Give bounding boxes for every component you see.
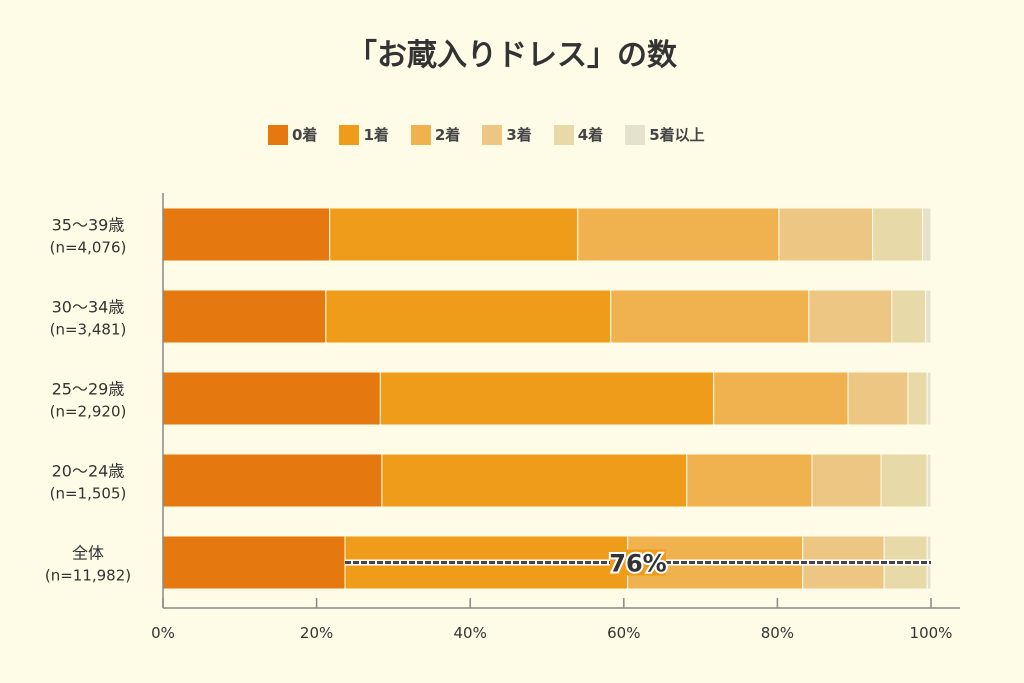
x-tick-label: 80% <box>761 624 794 642</box>
legend-item: 3着 <box>482 124 532 145</box>
legend-item: 0着 <box>268 124 317 145</box>
legend-label: 2着 <box>434 126 461 144</box>
bar-segment <box>926 453 932 508</box>
bar-segment <box>925 289 932 344</box>
bar-segment <box>872 207 924 262</box>
legend-swatch <box>625 124 646 145</box>
legend-swatch <box>268 124 288 145</box>
annotation-label: 76% <box>609 550 666 578</box>
category-label: 30〜34歳 <box>52 298 125 317</box>
category-n: (n=11,982) <box>45 567 131 585</box>
legend-label: 1着 <box>363 126 389 144</box>
legend-swatch <box>482 124 503 145</box>
category-n: (n=4,076) <box>50 239 127 257</box>
legend-label: 3着 <box>506 126 532 144</box>
bar-segment <box>922 207 932 262</box>
x-tick-label: 40% <box>454 624 487 642</box>
category-label: 35〜39歳 <box>52 216 125 235</box>
legend-swatch <box>410 124 431 145</box>
legend-item: 4着 <box>553 124 604 145</box>
legend-item: 1着 <box>339 124 389 145</box>
category-n: (n=3,481) <box>50 321 127 339</box>
bar-segment <box>162 535 346 590</box>
bar-segment <box>381 453 688 508</box>
bar-segment <box>329 207 579 262</box>
bar-segment <box>808 289 893 344</box>
bar-segment <box>379 371 715 426</box>
legend-item: 5着以上 <box>625 124 705 145</box>
bar-segment <box>907 371 928 426</box>
category-label: 25〜29歳 <box>52 380 125 399</box>
bar-segment <box>891 289 927 344</box>
category-label: 20〜24歳 <box>52 462 125 481</box>
legend-label: 0着 <box>292 126 318 144</box>
bar-segment <box>162 453 383 508</box>
bar-segment <box>811 453 882 508</box>
bar-segment <box>610 289 810 344</box>
legend-item: 2着 <box>410 124 461 145</box>
bar-segment <box>926 371 932 426</box>
bar-segment <box>880 453 928 508</box>
bar-segment <box>325 289 612 344</box>
legend-label: 5着以上 <box>649 126 705 144</box>
chart-title: 「お蔵入りドレス」の数 <box>347 38 677 73</box>
x-tick-label: 100% <box>910 624 953 642</box>
bar-segment <box>686 453 813 508</box>
bar-segment <box>162 371 381 426</box>
x-tick-label: 0% <box>151 624 175 642</box>
category-label: 全体 <box>72 544 104 563</box>
bar-segment <box>713 371 849 426</box>
x-tick-label: 60% <box>607 624 640 642</box>
legend-swatch <box>339 124 360 145</box>
legend-swatch <box>553 124 574 145</box>
bar-segment <box>847 371 909 426</box>
legend: 0着 1着 2着 3着 4着 5着以上 <box>268 124 705 145</box>
x-tick-label: 20% <box>300 624 333 642</box>
bar-segment <box>162 289 327 344</box>
category-n: (n=1,505) <box>50 485 127 503</box>
bar-segment <box>778 207 874 262</box>
category-n: (n=2,920) <box>50 403 127 421</box>
annotation-label-bg <box>610 549 667 576</box>
legend-label: 4着 <box>577 126 604 144</box>
bar-segment <box>577 207 780 262</box>
bar-segment <box>162 207 331 262</box>
